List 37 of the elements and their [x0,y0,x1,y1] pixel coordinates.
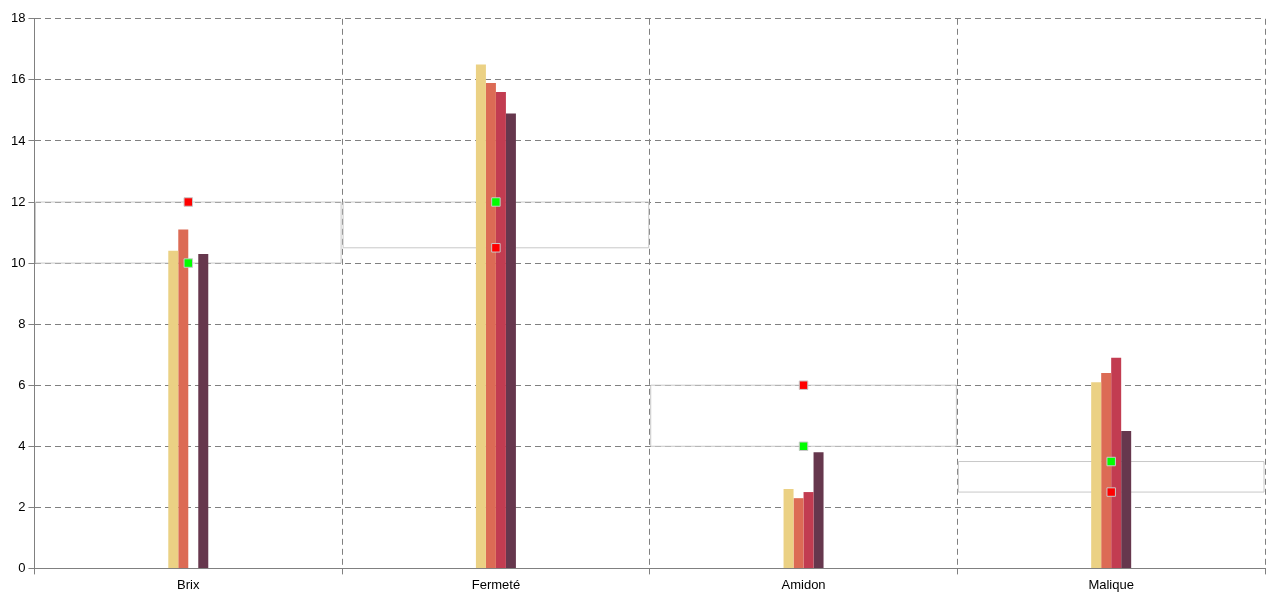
bar [1111,357,1122,568]
y-tick-label: 8 [18,315,26,331]
point [491,197,501,207]
point [183,197,194,207]
bar [178,229,189,568]
bar [783,489,794,568]
y-tick-label: 10 [10,254,26,270]
point [798,441,809,452]
x-tick-label: Amidon [781,576,826,592]
bar [1101,372,1112,568]
bar [505,113,516,568]
y-tick-label: 6 [18,376,26,392]
y-tick-label: 0 [18,559,26,575]
x-tick-label: Brix [177,576,200,592]
bar [475,64,486,568]
y-tick-label: 12 [10,193,26,209]
point [183,258,194,268]
bar [793,498,804,568]
bar [485,82,496,568]
bar [168,250,179,568]
bar [495,92,506,568]
point [1106,456,1116,467]
point [491,243,501,253]
point [798,380,809,390]
point [1106,487,1116,497]
x-tick-label: Malique [1088,576,1134,592]
y-tick-label: 16 [10,71,26,87]
y-tick-label: 18 [10,10,26,26]
bar [198,253,209,568]
x-tick-label: Fermeté [471,576,521,592]
y-tick-label: 4 [18,437,26,453]
bar [1091,382,1102,568]
y-tick-label: 14 [10,132,26,148]
y-tick-label: 2 [18,498,26,514]
bar [1121,431,1132,568]
bar [803,492,814,568]
bar [813,452,824,568]
